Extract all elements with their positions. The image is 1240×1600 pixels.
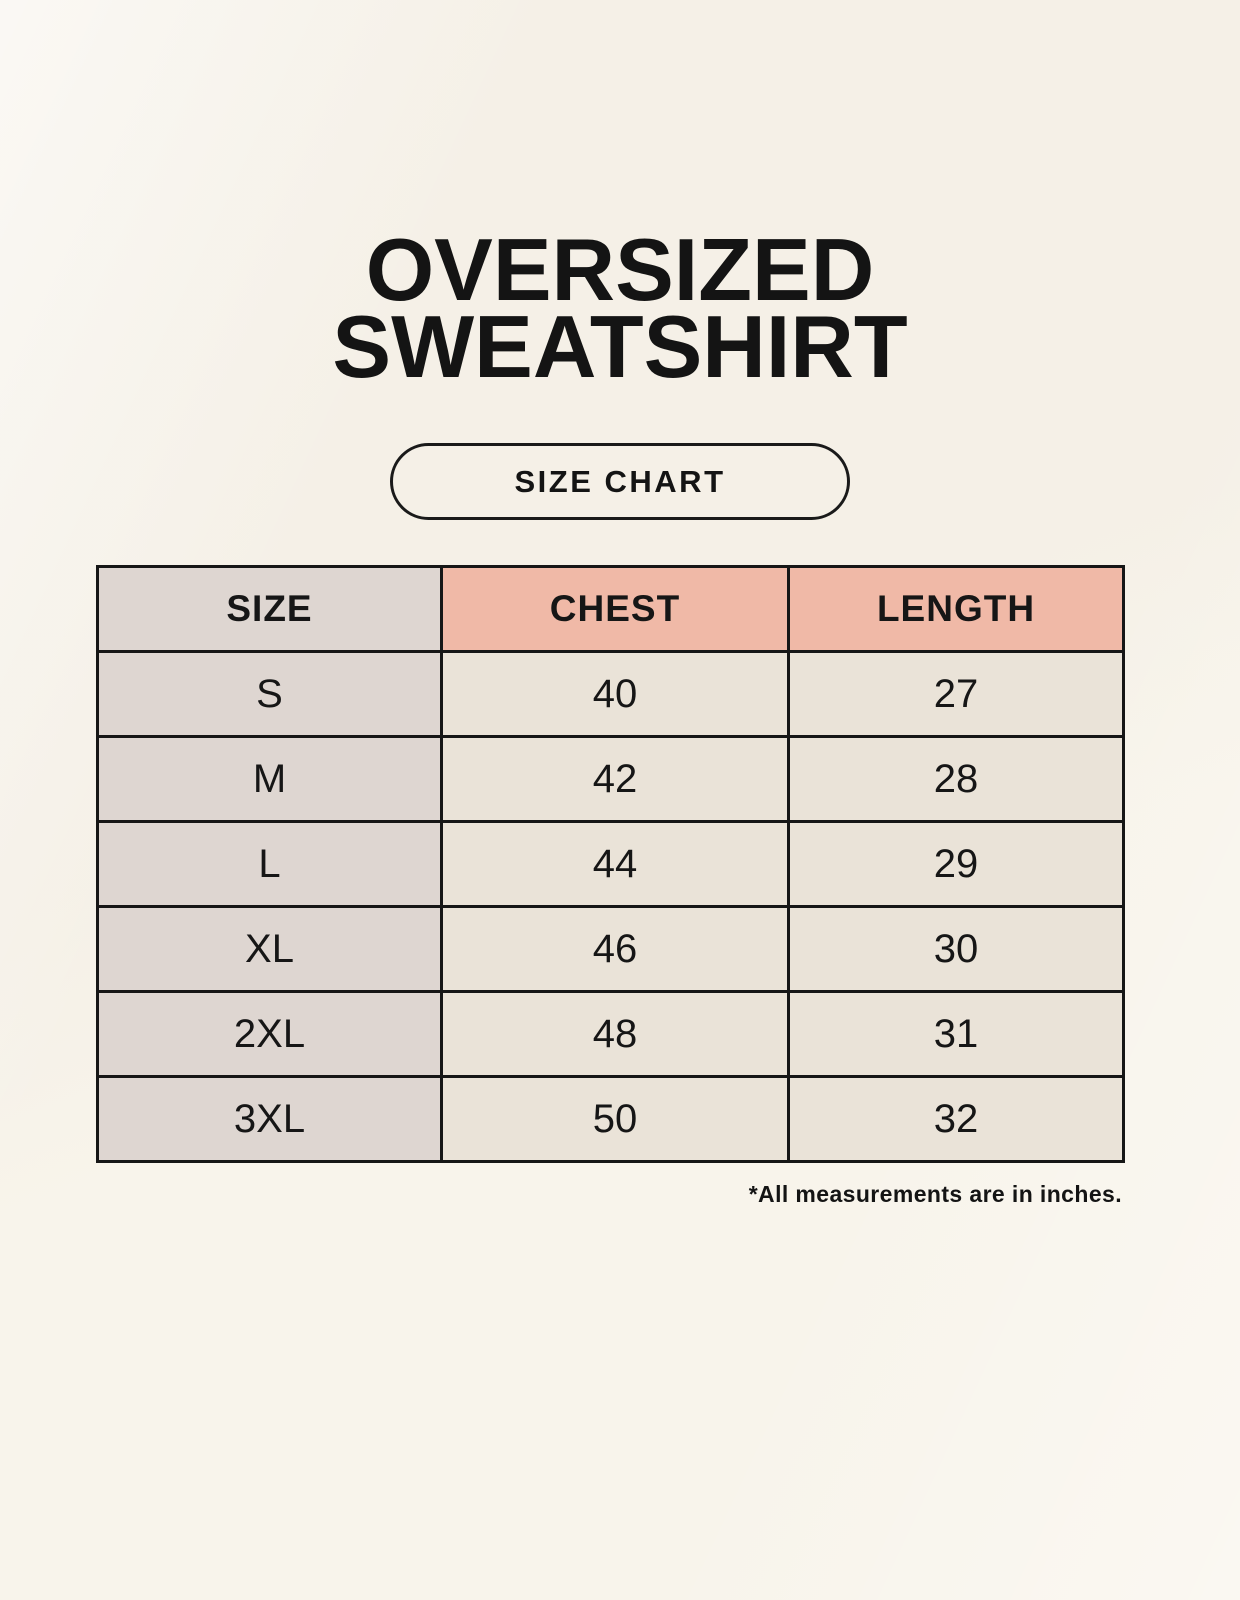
page-title-line2: SWEATSHIRT <box>332 297 908 396</box>
length-cell: 32 <box>787 1075 1125 1163</box>
chest-cell: 44 <box>440 820 790 908</box>
table-row: XL 46 30 <box>96 905 1125 993</box>
chest-cell: 46 <box>440 905 790 993</box>
page-title-line1: OVERSIZED <box>365 220 875 319</box>
table-row: S 40 27 <box>96 650 1125 738</box>
size-cell: M <box>96 735 443 823</box>
page-title: OVERSIZED SWEATSHIRT <box>0 220 1240 396</box>
chest-cell: 42 <box>440 735 790 823</box>
length-cell: 29 <box>787 820 1125 908</box>
size-chart-button-label: SIZE CHART <box>514 463 726 499</box>
table-row: L 44 29 <box>96 820 1125 908</box>
table-row: 2XL 48 31 <box>96 990 1125 1078</box>
table-row: 3XL 50 32 <box>96 1075 1125 1163</box>
length-cell: 27 <box>787 650 1125 738</box>
size-cell: 3XL <box>96 1075 443 1163</box>
size-chart-button[interactable]: SIZE CHART <box>390 443 850 520</box>
length-cell: 30 <box>787 905 1125 993</box>
column-header-length: LENGTH <box>787 565 1125 653</box>
length-cell: 31 <box>787 990 1125 1078</box>
size-cell: S <box>96 650 443 738</box>
column-header-chest: CHEST <box>440 565 790 653</box>
chest-cell: 50 <box>440 1075 790 1163</box>
size-cell: XL <box>96 905 443 993</box>
column-header-size: SIZE <box>96 565 443 653</box>
size-chart-table: SIZE CHEST LENGTH S 40 27 M 42 28 L 44 2… <box>96 565 1125 1163</box>
measurements-footnote: *All measurements are in inches. <box>748 1181 1122 1207</box>
length-cell: 28 <box>787 735 1125 823</box>
chest-cell: 48 <box>440 990 790 1078</box>
size-cell: 2XL <box>96 990 443 1078</box>
table-header-row: SIZE CHEST LENGTH <box>96 565 1125 653</box>
size-cell: L <box>96 820 443 908</box>
table-row: M 42 28 <box>96 735 1125 823</box>
chest-cell: 40 <box>440 650 790 738</box>
